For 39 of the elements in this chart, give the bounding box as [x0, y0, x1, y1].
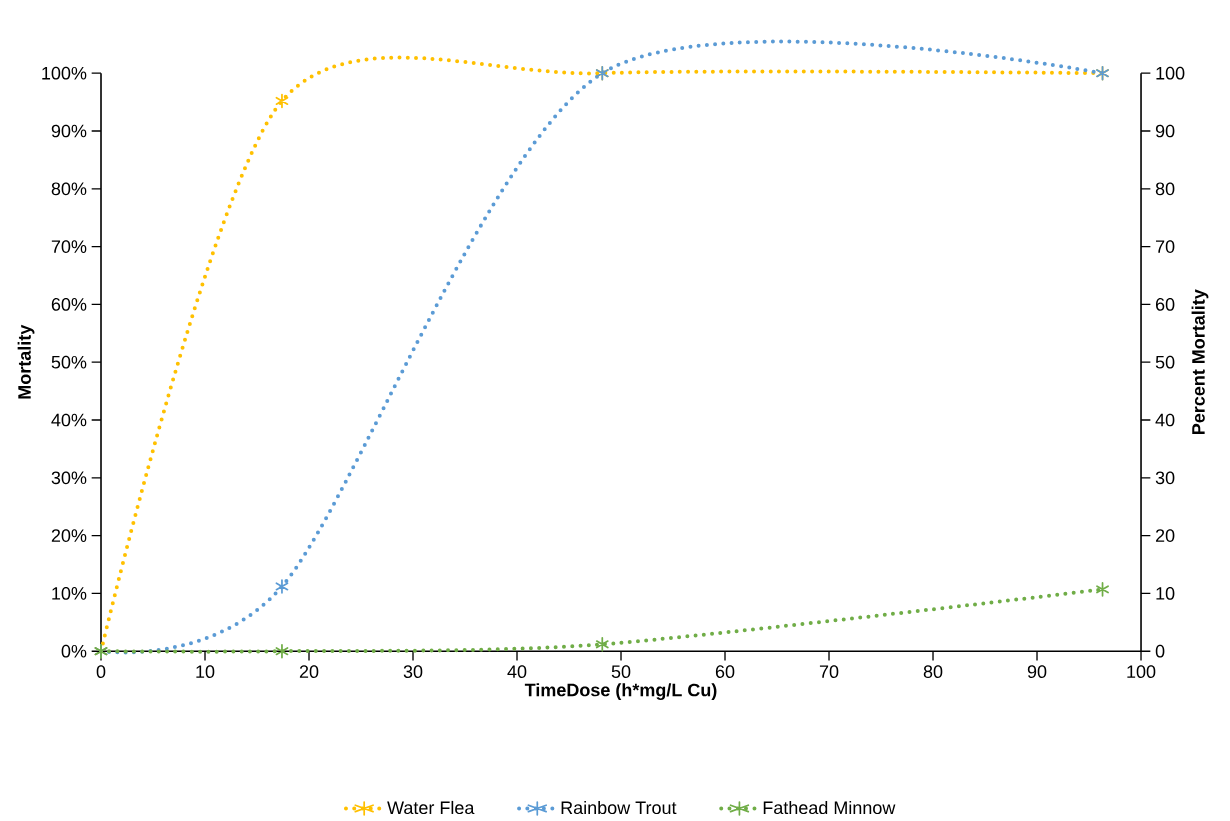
y2-tick-label: 80	[1155, 182, 1175, 196]
legend-label: Water Flea	[387, 800, 475, 814]
y2-tick-label: 40	[1155, 413, 1175, 427]
legend-label: Fathead Minnow	[763, 800, 896, 814]
x-tick-label: 70	[819, 665, 839, 678]
y-tick-label: 0%	[61, 644, 87, 658]
y-tick-label: 60%	[51, 297, 87, 311]
y2-tick-label: 30	[1155, 471, 1175, 485]
x-tick-label: 0	[96, 665, 106, 678]
y-tick-label: 20%	[51, 529, 87, 542]
x-tick-label: 80	[923, 665, 943, 678]
x-tick-label: 40	[507, 665, 527, 678]
y-tick-label: 50%	[51, 355, 87, 369]
y-tick-label: 30%	[51, 471, 87, 485]
y2-tick-label: 70	[1155, 240, 1175, 253]
y-tick-label: 80%	[51, 182, 87, 196]
x-tick-label: 60	[715, 665, 735, 678]
y-tick-label: 100%	[42, 66, 87, 80]
y2-tick-label: 50	[1155, 355, 1175, 369]
y2-tick-label: 10	[1156, 586, 1175, 600]
x-tick-label: 100	[1127, 665, 1156, 678]
y2-tick-label: 60	[1155, 297, 1175, 311]
x-tick-label: 10	[196, 665, 215, 678]
legend-label: Rainbow Trout	[561, 800, 677, 814]
y2-tick-label: 100	[1156, 66, 1185, 80]
y-tick-label: 70%	[51, 240, 87, 253]
y2-tick-label: 90	[1155, 124, 1175, 138]
y-tick-label: 40%	[51, 413, 87, 427]
y-axis-title: Mortality	[17, 324, 35, 399]
x-tick-label: 50	[611, 665, 631, 678]
y2-tick-label: 0	[1155, 644, 1165, 658]
x-axis-title: TimeDose (h*mg/L Cu)	[524, 683, 717, 700]
x-tick-label: 90	[1027, 665, 1047, 678]
y-tick-label: 10%	[52, 586, 87, 600]
y-tick-label: 90%	[51, 124, 87, 138]
y2-axis-title: Percent Mortality	[1191, 289, 1209, 434]
x-tick-label: 30	[403, 665, 423, 678]
x-tick-label: 20	[299, 665, 319, 678]
y2-tick-label: 20	[1155, 529, 1175, 542]
